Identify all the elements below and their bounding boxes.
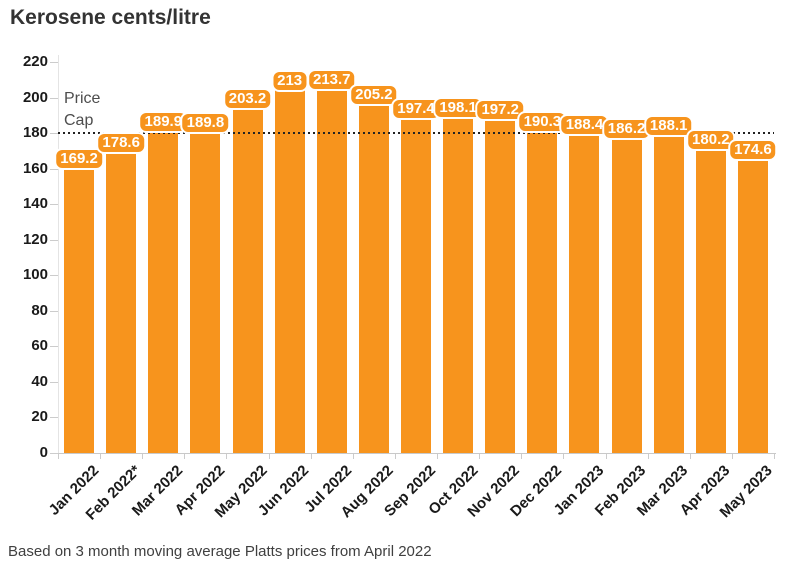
bar bbox=[358, 88, 389, 453]
bar bbox=[401, 102, 431, 453]
bar-value-label: 203.2 bbox=[222, 87, 273, 110]
y-axis-label: 20 bbox=[31, 408, 48, 426]
x-axis-tick bbox=[58, 454, 59, 459]
bar-value-label: 188.4 bbox=[559, 114, 610, 137]
x-axis-tick bbox=[184, 454, 186, 459]
x-axis-tick bbox=[689, 454, 691, 459]
bar-value-label: 169.2 bbox=[54, 148, 104, 171]
bar-value-label: 190.3 bbox=[517, 110, 568, 133]
y-axis-label: 40 bbox=[31, 372, 48, 390]
bar-value-label: 197.2 bbox=[475, 98, 526, 121]
bar-value-label: 174.6 bbox=[728, 138, 778, 161]
x-axis-tick bbox=[479, 454, 481, 459]
y-axis-tick bbox=[50, 204, 58, 206]
bar bbox=[737, 142, 768, 453]
bar bbox=[653, 118, 684, 453]
x-axis-tick bbox=[394, 454, 396, 459]
bar bbox=[527, 114, 558, 453]
x-axis-tick bbox=[310, 454, 312, 459]
footnote: Based on 3 month moving average Platts p… bbox=[8, 543, 432, 560]
bar-value-label: 197.4 bbox=[391, 98, 441, 121]
price-cap-label: Price Cap bbox=[64, 90, 101, 129]
bar-value-label: 213 bbox=[271, 70, 309, 93]
bar bbox=[64, 152, 95, 453]
y-axis-label: 180 bbox=[22, 124, 48, 142]
y-axis-tick bbox=[50, 381, 58, 383]
bar bbox=[316, 73, 347, 453]
y-axis-label: 200 bbox=[22, 88, 48, 106]
x-axis-tick bbox=[100, 454, 102, 459]
y-axis-label: 60 bbox=[31, 337, 48, 355]
bar bbox=[485, 102, 516, 453]
bar bbox=[106, 135, 137, 453]
y-axis-tick bbox=[50, 133, 58, 135]
x-axis-tick bbox=[605, 454, 607, 459]
y-axis-tick bbox=[50, 62, 58, 63]
bar bbox=[274, 74, 305, 453]
y-axis-tick bbox=[50, 453, 58, 454]
x-axis-tick bbox=[226, 454, 228, 459]
bar bbox=[190, 115, 221, 453]
bar-value-label: 180.2 bbox=[686, 128, 736, 151]
y-axis-tick bbox=[50, 417, 58, 419]
bar-value-label: 205.2 bbox=[349, 84, 399, 107]
x-axis-line bbox=[58, 453, 776, 454]
bar-value-label: 198.1 bbox=[433, 96, 483, 119]
bar bbox=[695, 132, 726, 453]
y-axis-tick bbox=[50, 310, 58, 312]
x-axis-tick bbox=[437, 454, 439, 459]
chart-title: Kerosene cents/litre bbox=[10, 6, 211, 29]
x-axis-tick bbox=[521, 454, 523, 459]
bar bbox=[569, 118, 600, 453]
y-axis-tick bbox=[50, 168, 58, 170]
x-axis-tick bbox=[774, 454, 775, 459]
y-axis-label: 100 bbox=[22, 266, 48, 284]
x-axis-tick bbox=[647, 454, 649, 459]
bar-value-label: 213.7 bbox=[306, 69, 357, 92]
y-axis-label: 80 bbox=[31, 301, 48, 319]
bar bbox=[443, 100, 474, 453]
x-axis-tick bbox=[563, 454, 565, 459]
bar-value-label: 188.1 bbox=[643, 114, 694, 137]
y-axis-label: 160 bbox=[22, 159, 48, 177]
y-axis-label: 120 bbox=[22, 230, 48, 248]
y-axis-tick bbox=[50, 275, 58, 277]
y-axis-tick bbox=[50, 346, 58, 348]
y-axis-label: 220 bbox=[22, 53, 48, 70]
bar-value-label: 189.8 bbox=[180, 111, 231, 134]
x-axis-tick bbox=[352, 454, 354, 459]
bar bbox=[611, 122, 642, 453]
bar-value-label: 178.6 bbox=[96, 131, 146, 154]
x-axis-tick bbox=[142, 454, 144, 459]
price-cap-line bbox=[58, 132, 774, 135]
y-axis-line bbox=[58, 55, 59, 453]
bar bbox=[232, 91, 263, 453]
bar bbox=[148, 115, 179, 453]
x-axis-tick bbox=[268, 454, 270, 459]
y-axis-tick bbox=[50, 239, 58, 241]
y-axis-label: 0 bbox=[39, 444, 48, 461]
y-axis-tick bbox=[50, 97, 58, 99]
x-axis-tick bbox=[731, 454, 733, 459]
y-axis-label: 140 bbox=[22, 195, 48, 213]
